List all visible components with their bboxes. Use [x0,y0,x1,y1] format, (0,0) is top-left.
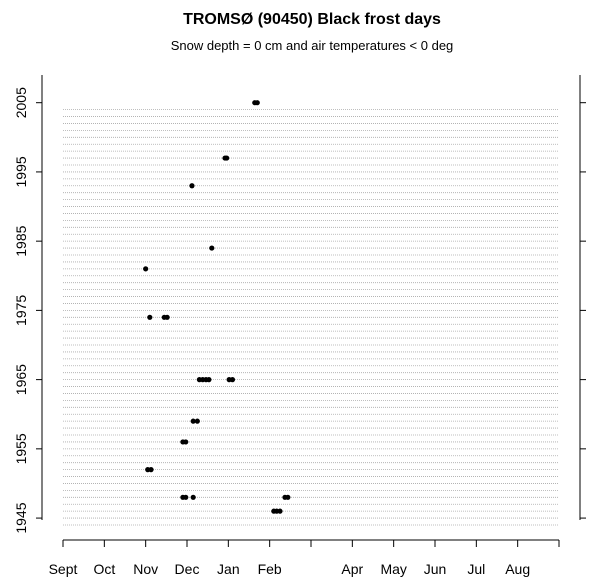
y-tick-label: 1945 [13,502,29,533]
x-tick-label: Aug [505,561,530,577]
x-tick-label: Jul [467,561,485,577]
frost-day-point [147,314,153,320]
frost-day-point [183,494,189,500]
frost-day-point [194,418,200,424]
x-tick-label: Jan [217,561,240,577]
frost-day-point [164,314,170,320]
frost-day-point [143,266,149,272]
frost-day-point [189,183,195,189]
x-tick-label: Feb [258,561,282,577]
frost-day-point [206,377,212,383]
frost-day-point [190,418,196,424]
frost-day-point [254,100,260,106]
x-tick-label: Jun [424,561,447,577]
y-tick-label: 2005 [13,87,29,118]
frost-day-point [229,377,236,383]
x-tick-label: Dec [175,561,200,577]
frost-day-point [285,494,291,500]
frost-day-point [209,245,215,251]
y-tick-label: 1955 [13,433,29,464]
y-tick-label: 1985 [13,225,29,256]
chart-title: TROMSØ (90450) Black frost days [183,11,441,28]
x-tick-label: Apr [341,561,363,577]
y-tick-label: 1965 [13,364,29,395]
frost-day-point [148,467,154,473]
x-tick-label: Oct [93,561,115,577]
x-tick-label: May [380,561,406,577]
frost-day-point [277,508,283,514]
x-tick-label: Sept [49,561,78,577]
frost-day-point [224,155,230,161]
frost-day-point [183,439,189,445]
x-tick-label: Nov [133,561,158,577]
chart-subtitle: Snow depth = 0 cm and air temperatures <… [171,38,454,53]
frost-day-point [190,494,196,500]
y-tick-label: 1975 [13,295,29,326]
y-tick-label: 1995 [13,156,29,187]
